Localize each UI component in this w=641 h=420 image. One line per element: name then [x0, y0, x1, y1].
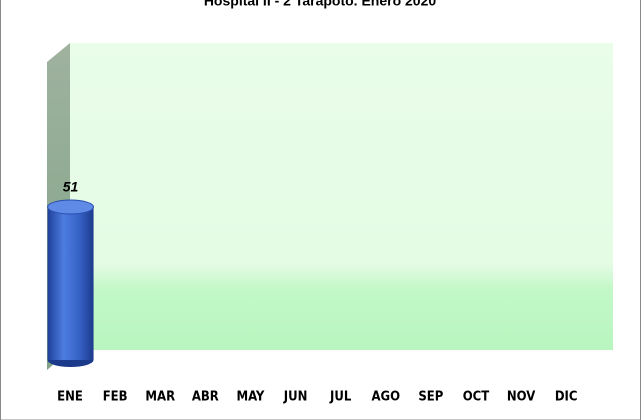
x-tick-label: JUL — [329, 390, 352, 405]
x-tick-label: OCT — [463, 390, 490, 405]
data-label: 51 — [63, 179, 79, 195]
x-tick-label: SEP — [418, 390, 443, 405]
chart-title: Hospital II - 2 Tarapoto. Enero 2020 — [204, 0, 437, 9]
x-tick-label: ENE — [57, 390, 83, 405]
x-tick-label: JUN — [283, 390, 308, 405]
x-tick-label: MAR — [145, 390, 175, 405]
x-tick-label: DIC — [555, 390, 578, 405]
x-tick-label: MAY — [236, 390, 264, 405]
x-tick-label: NOV — [507, 390, 535, 405]
x-tick-label: AGO — [371, 390, 400, 405]
x-tick-label: FEB — [103, 390, 128, 405]
back-wall — [70, 43, 613, 350]
bar-top — [47, 199, 95, 215]
bar — [47, 207, 94, 360]
x-tick-label: ABR — [192, 390, 219, 405]
